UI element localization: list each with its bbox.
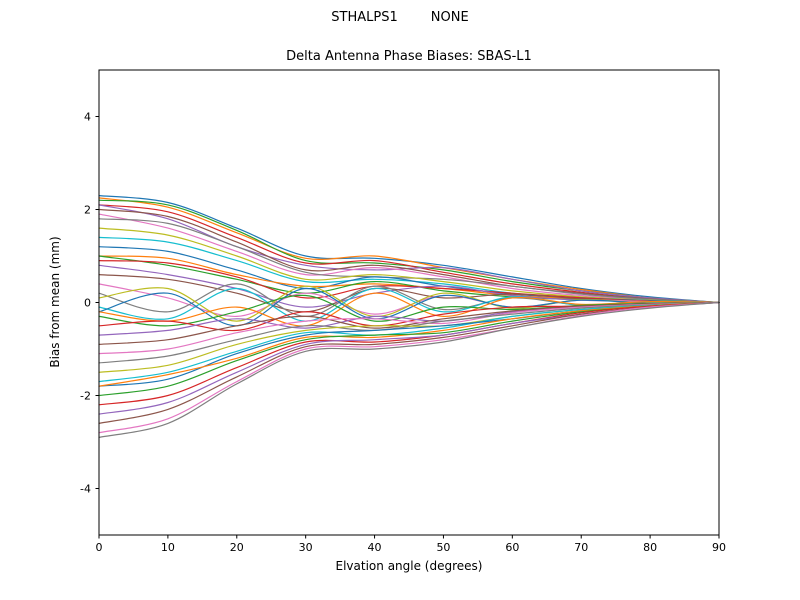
x-axis-label: Elvation angle (degrees) bbox=[335, 559, 483, 573]
data-line bbox=[98, 218, 720, 304]
x-tick-label: 70 bbox=[574, 541, 588, 554]
x-tick-label: 0 bbox=[96, 541, 103, 554]
y-tick-label: -2 bbox=[80, 390, 91, 403]
y-axis-label: Bias from mean (mm) bbox=[48, 236, 62, 368]
plot-title: Delta Antenna Phase Biases: SBAS-L1 bbox=[286, 49, 532, 64]
data-line bbox=[98, 301, 720, 434]
data-line bbox=[98, 213, 720, 304]
x-tick-label: 90 bbox=[712, 541, 726, 554]
data-line bbox=[98, 301, 720, 355]
y-tick-label: -4 bbox=[80, 483, 91, 496]
data-line bbox=[98, 197, 720, 304]
data-line bbox=[98, 301, 720, 438]
data-line bbox=[98, 208, 720, 304]
y-tick-label: 4 bbox=[84, 111, 91, 124]
data-line bbox=[98, 294, 720, 327]
x-tick-label: 40 bbox=[368, 541, 382, 554]
y-tick-label: 2 bbox=[84, 204, 91, 217]
data-line bbox=[98, 301, 720, 383]
x-tick-label: 80 bbox=[643, 541, 657, 554]
x-tick-label: 50 bbox=[436, 541, 450, 554]
x-tick-label: 20 bbox=[230, 541, 244, 554]
data-line bbox=[98, 292, 720, 327]
figure-title: STHALPS1 NONE bbox=[331, 10, 469, 25]
data-line bbox=[98, 301, 720, 406]
data-line bbox=[98, 204, 720, 304]
x-tick-label: 60 bbox=[505, 541, 519, 554]
x-tick-label: 10 bbox=[161, 541, 175, 554]
data-line bbox=[98, 301, 720, 424]
data-line bbox=[98, 301, 720, 345]
x-tick-label: 30 bbox=[299, 541, 313, 554]
data-line bbox=[98, 287, 720, 327]
y-tick-label: 0 bbox=[84, 297, 91, 310]
